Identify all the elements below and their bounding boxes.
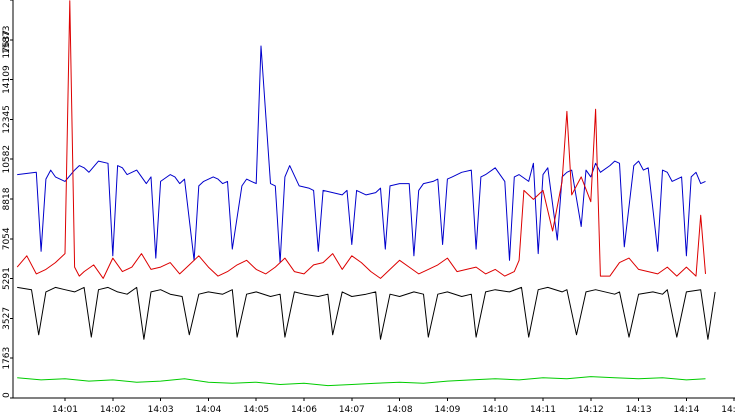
series-layer <box>16 0 716 387</box>
x-tick-label: 14:14 <box>673 405 699 415</box>
y-tick-label: 0 <box>2 392 12 398</box>
series-line-1 <box>17 45 706 264</box>
x-tick-label: 14:12 <box>578 405 604 415</box>
y-tick-label: 7054 <box>2 227 12 250</box>
series-line-2 <box>16 0 706 279</box>
y-tick-label: 5291 <box>2 267 12 290</box>
x-tick-label: 14:15 <box>721 405 735 415</box>
x-tick-label: 14:09 <box>434 405 460 415</box>
y-tick-label: 14109 <box>2 65 12 94</box>
y-tick-label: 8818 <box>2 187 12 210</box>
x-axis-ticks: 14:01 14:02 14:03 14:04 14:05 14:06 14:07 14:08… <box>52 398 735 415</box>
series-line-4 <box>17 376 706 387</box>
y-tick-label: 15873 <box>2 25 12 54</box>
x-tick-label: 14:02 <box>100 405 126 415</box>
y-tick-label: 12345 <box>2 105 12 134</box>
y-axis-ticks: 0 1763 3527 5291 7054 8818 10582 12345 14109 1587… <box>2 0 13 399</box>
y-tick-label: 3527 <box>2 307 12 330</box>
series-line-3 <box>17 286 716 340</box>
x-tick-label: 14:11 <box>530 405 556 415</box>
x-tick-label: 14:06 <box>291 405 317 415</box>
x-tick-label: 14:10 <box>482 405 508 415</box>
y-tick-label: 17637 <box>2 30 12 59</box>
x-tick-label: 14:07 <box>339 405 365 415</box>
x-tick-label: 14:05 <box>243 405 269 415</box>
x-tick-label: 14:08 <box>387 405 413 415</box>
x-tick-label: 14:03 <box>148 405 174 415</box>
y-tick-label: 1763 <box>2 347 12 370</box>
y-tick-label: 10582 <box>2 145 12 174</box>
x-tick-label: 14:13 <box>626 405 652 415</box>
x-tick-label: 14:04 <box>195 405 221 415</box>
x-tick-label: 14:01 <box>52 405 78 415</box>
